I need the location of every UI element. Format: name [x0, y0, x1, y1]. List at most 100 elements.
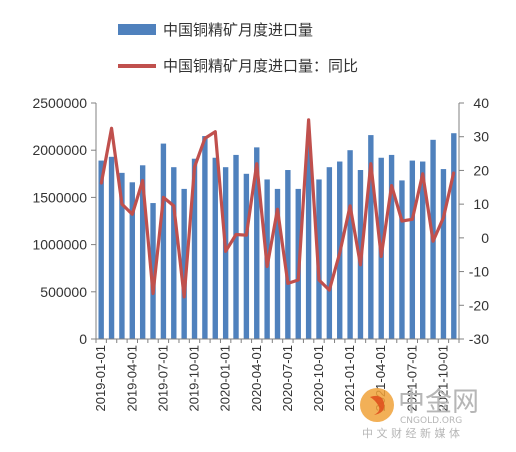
bar-26	[368, 135, 374, 339]
line-point-14	[245, 234, 248, 236]
watermark-logo-icon	[360, 388, 394, 422]
line-point-30	[411, 218, 414, 221]
line-point-17	[276, 208, 279, 210]
line-point-5	[152, 292, 154, 295]
bar-34	[451, 133, 457, 339]
bar-31	[420, 161, 426, 339]
line-point-0	[100, 183, 102, 185]
x-tick-label-5: 2020-04-01	[249, 345, 264, 412]
bar-3	[129, 182, 135, 339]
legend-line-label: 中国铜精矿月度进口量：同比	[163, 57, 358, 75]
bar-33	[440, 169, 447, 339]
x-tick-label-2: 2019-07-01	[155, 345, 170, 412]
bar-22	[326, 167, 333, 339]
bar-2	[119, 172, 125, 339]
line-point-10	[204, 137, 206, 140]
y-left-tick-label-4: 2000000	[32, 142, 87, 158]
y-right-tick-label-0: -30	[469, 331, 489, 347]
bar-12	[222, 167, 229, 339]
line-point-18	[287, 282, 289, 285]
bar-29	[399, 180, 405, 339]
line-point-29	[401, 220, 403, 222]
y-right-tick-label-4: 10	[473, 196, 489, 212]
bar-13	[233, 154, 239, 339]
line-point-27	[380, 255, 383, 258]
bar-15	[254, 147, 260, 339]
bar-8	[181, 188, 187, 339]
bar-28	[388, 154, 395, 339]
x-tick-label-1: 2019-04-01	[124, 345, 139, 412]
bar-1	[108, 156, 115, 339]
bar-9	[191, 158, 198, 339]
line-point-34	[453, 171, 455, 173]
x-tick-label-11: 2021-10-01	[435, 345, 450, 412]
watermark-name: 中金网	[398, 387, 479, 418]
line-point-28	[390, 184, 393, 187]
line-point-13	[235, 233, 237, 236]
line-point-25	[359, 264, 362, 266]
line-point-12	[224, 250, 227, 253]
y-right-tick-label-6: 30	[473, 129, 489, 145]
x-tick-label-10: 2021-07-01	[404, 345, 419, 412]
line-point-19	[297, 279, 300, 281]
bar-10	[202, 136, 208, 339]
x-tick-label-4: 2020-01-01	[218, 345, 233, 412]
x-tick-label-3: 2019-10-01	[187, 345, 202, 412]
legend-bar-label: 中国铜精矿月度进口量	[163, 21, 313, 39]
line-point-7	[172, 205, 175, 207]
bar-series	[98, 133, 457, 339]
bar-18	[285, 170, 291, 339]
watermark-logo-swirl-icon	[370, 395, 385, 415]
y-left-tick-label-0: 0	[79, 331, 87, 347]
bar-24	[347, 150, 353, 339]
bar-6	[160, 143, 167, 339]
line-point-33	[442, 216, 445, 219]
x-tick-labels: 2019-01-01 2019-04-01 2019-07-01 2019-10-01…	[93, 345, 450, 412]
watermark: 中金网 CNGOLD.ORG 中 文 财 经 新 媒 体	[360, 387, 479, 440]
line-point-26	[370, 162, 372, 165]
line-point-3	[131, 213, 134, 216]
y-left-tick-label-3: 1500000	[32, 189, 87, 205]
line-point-9	[193, 166, 196, 168]
line-point-24	[349, 205, 351, 207]
y-right-tick-label-2: -10	[469, 264, 489, 280]
line-point-1	[110, 127, 113, 130]
axes	[91, 102, 464, 343]
y-left-tick-label-5: 2500000	[32, 95, 87, 111]
line-point-4	[141, 179, 144, 182]
y-right-tick-label-5: 20	[473, 162, 489, 178]
bar-17	[274, 188, 281, 339]
legend: 中国铜精矿月度进口量 中国铜精矿月度进口量：同比	[118, 21, 358, 75]
watermark-sub: 中 文 财 经 新 媒 体	[362, 426, 460, 440]
line-series	[99, 118, 456, 299]
y-right-tick-label-7: 40	[473, 95, 489, 111]
line-point-23	[338, 252, 341, 254]
bar-14	[243, 173, 250, 339]
y-right-tick-label-3: 0	[481, 230, 489, 246]
x-tick-label-0: 2019-01-01	[93, 345, 108, 412]
line-point-6	[162, 196, 165, 199]
y-right-tick-labels: -30 -20 -10 0 10 20 30 40	[469, 95, 489, 347]
line-point-32	[432, 240, 434, 243]
bar-20	[305, 142, 312, 339]
y-right-tick-label-1: -20	[469, 297, 489, 313]
y-left-tick-label-2: 1000000	[32, 237, 87, 253]
bar-11	[212, 157, 218, 339]
line-point-8	[183, 296, 185, 298]
bar-30	[409, 160, 416, 339]
bar-0	[98, 160, 104, 339]
x-tick-label-8: 2021-01-01	[342, 345, 357, 412]
legend-bar-swatch	[118, 24, 156, 35]
line-point-15	[255, 162, 258, 165]
watermark-domain: CNGOLD.ORG	[400, 416, 462, 426]
line-point-16	[266, 265, 268, 268]
bar-5	[150, 203, 156, 339]
line-point-2	[121, 203, 123, 205]
line-point-31	[421, 173, 424, 175]
line-point-22	[328, 289, 331, 291]
line-point-21	[318, 279, 320, 281]
bar-4	[139, 165, 146, 339]
x-tick-label-6: 2020-07-01	[280, 345, 295, 412]
x-tick-label-7: 2020-10-01	[311, 345, 326, 412]
